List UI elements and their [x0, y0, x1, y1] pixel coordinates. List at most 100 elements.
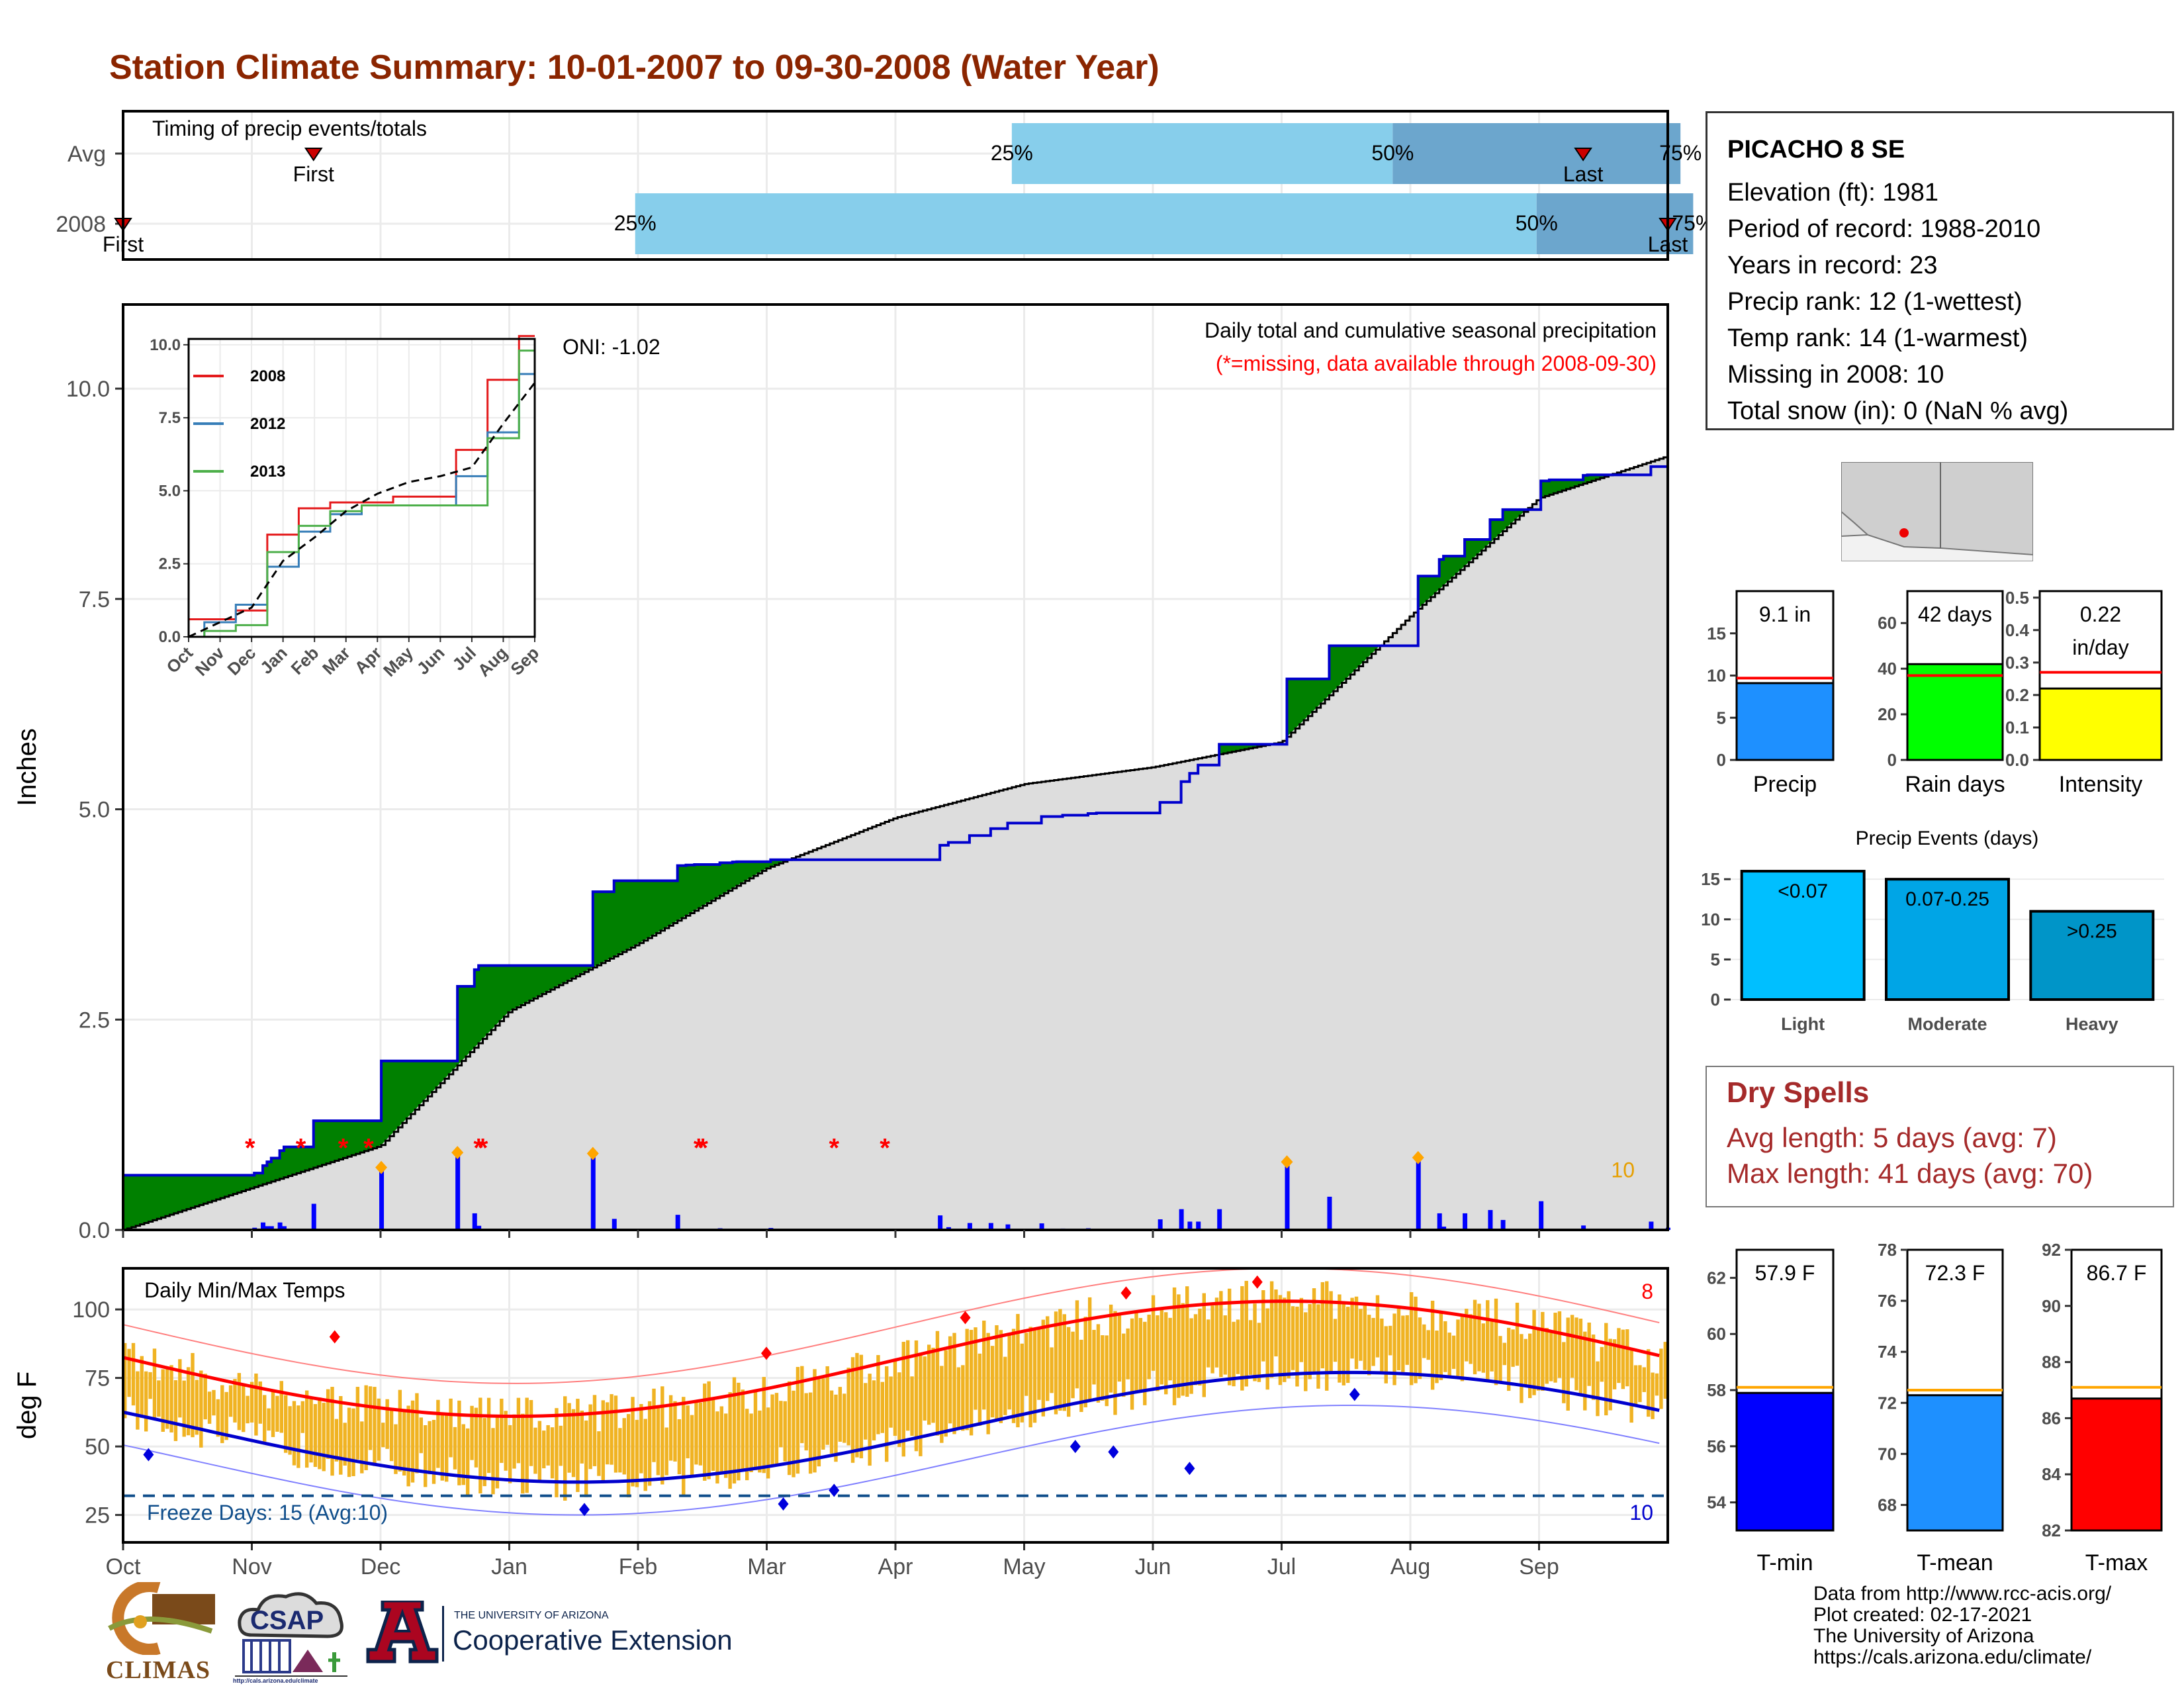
temp-daily-bar [999, 1330, 1003, 1423]
precip-missing-marker: * [694, 1133, 704, 1162]
temp-xtick-label: May [1003, 1554, 1045, 1579]
timing-panel-label: Timing of precip events/totals [152, 117, 427, 140]
temp-daily-bar [178, 1359, 182, 1418]
temp-daily-bar [250, 1382, 254, 1423]
temp-daily-bar [1647, 1349, 1651, 1417]
precip-daily-bar [1179, 1209, 1184, 1230]
temp-daily-bar [246, 1395, 250, 1424]
precip-missing-marker: * [245, 1133, 255, 1162]
temp-daily-bar [990, 1346, 995, 1418]
credits: Data from http://www.rcc-acis.org/ Plot … [1813, 1583, 2111, 1668]
temp-daily-bar [715, 1411, 719, 1484]
temp-daily-bar [1219, 1291, 1223, 1378]
temp-xtick-label: Oct [106, 1554, 141, 1579]
temp-daily-bar [1426, 1330, 1430, 1360]
temp-daily-bar [639, 1404, 643, 1474]
temp-daily-bar [682, 1397, 686, 1497]
temp-daily-bar [1198, 1308, 1202, 1386]
temp-daily-bar [1473, 1299, 1477, 1375]
temp-daily-bar [647, 1401, 652, 1486]
station-elevation: Elevation (ft): 1981 [1727, 179, 1938, 207]
precip-daily-bar [988, 1223, 993, 1230]
temp-daily-bar [855, 1352, 859, 1458]
temp-daily-bar [643, 1419, 647, 1491]
temp-daily-bar [1659, 1348, 1663, 1409]
temp-daily-bar [550, 1427, 555, 1479]
timing-bar-25-50 [1011, 123, 1393, 184]
temp-daily-bar [864, 1383, 868, 1440]
temp-daily-bar [597, 1431, 601, 1476]
temp-daily-bar [1062, 1314, 1066, 1411]
temp-xtick-label: Sep [1519, 1554, 1559, 1579]
temp-daily-bar [186, 1367, 191, 1436]
temp-record-high-marker [329, 1330, 340, 1344]
precip-daily-bar [472, 1213, 477, 1230]
temp-daily-bar [1240, 1286, 1244, 1391]
temp-record-high-marker [960, 1311, 971, 1325]
temp-daily-bar [1447, 1333, 1451, 1377]
temp-daily-bar [927, 1344, 931, 1425]
temp-daily-bar [825, 1366, 829, 1445]
temp-daily-bar [1414, 1296, 1418, 1383]
temp-daily-bar [605, 1402, 610, 1465]
temp-daily-bar [131, 1342, 136, 1406]
temp-daily-bar [449, 1398, 453, 1458]
temp-xtick-label: Aug [1390, 1554, 1431, 1579]
temp-daily-bar [838, 1387, 842, 1442]
temp-daily-bar [1608, 1338, 1612, 1411]
temp-daily-bar [1651, 1372, 1655, 1419]
temp-daily-bar [1617, 1328, 1621, 1383]
precip-missing-marker: * [880, 1133, 890, 1162]
temp-daily-bar [355, 1387, 360, 1460]
temp-daily-bar [711, 1399, 715, 1471]
temp-daily-bar [1181, 1303, 1185, 1396]
temp-daily-bar [1392, 1313, 1396, 1385]
temp-daily-bar [1456, 1319, 1460, 1376]
climas-logo: CLIMAS [106, 1580, 218, 1684]
temp-daily-bar [1130, 1318, 1134, 1410]
temp-daily-bar [322, 1403, 326, 1472]
temp-daily-bar [783, 1401, 787, 1462]
temp-daily-bar [1549, 1331, 1553, 1382]
inset-avg-line [188, 382, 536, 638]
temp-daily-bar [271, 1391, 275, 1437]
temp-daily-bar [978, 1353, 982, 1426]
temp-daily-bar [762, 1377, 766, 1474]
precip-avg-line [123, 455, 1669, 1231]
temp-daily-bar [1507, 1327, 1511, 1391]
temp-daily-bar [1536, 1329, 1541, 1391]
credit-university: The University of Arizona [1813, 1625, 2034, 1647]
temp-daily-bar [1346, 1307, 1350, 1383]
temp-daily-bar [1418, 1317, 1422, 1380]
temp-daily-bar [1527, 1333, 1532, 1399]
temp-daily-bar [127, 1348, 131, 1397]
timing-last-marker [1574, 148, 1592, 162]
dry-spells-title: Dry Spells [1727, 1076, 1870, 1109]
temp-daily-bar [804, 1393, 808, 1451]
temp-daily-bar [1283, 1297, 1287, 1382]
precip-daily-bar [1488, 1209, 1493, 1230]
temp-xtick-label: Mar [747, 1554, 786, 1579]
inset-ytick-label: 0.0 [159, 628, 181, 646]
temp-xtick-label: Jul [1267, 1554, 1296, 1579]
temp-daily-bar [664, 1427, 668, 1476]
station-name: PICACHO 8 SE [1727, 136, 1905, 164]
temp-daily-bar [893, 1360, 897, 1436]
timing-first-label: First [293, 162, 334, 186]
temp-daily-bar [424, 1425, 428, 1487]
precip-daily-bar [1005, 1224, 1011, 1230]
temp-daily-bar [385, 1399, 389, 1449]
temp-daily-bar [974, 1327, 978, 1410]
ua-divider [442, 1606, 444, 1662]
temp-daily-bar [1117, 1315, 1122, 1382]
temp-daily-bar [745, 1409, 749, 1481]
temp-daily-bar [1087, 1297, 1092, 1399]
timing-first-marker [304, 148, 323, 162]
inset-legend-label: 2013 [250, 463, 285, 481]
temp-record-low-marker [1108, 1445, 1119, 1459]
temp-daily-bar [1113, 1311, 1117, 1415]
temp-daily-bar [364, 1385, 368, 1470]
temp-daily-bar [1600, 1346, 1604, 1382]
inset-ytick-label: 7.5 [159, 409, 181, 427]
climas-text: CLIMAS [106, 1656, 211, 1684]
